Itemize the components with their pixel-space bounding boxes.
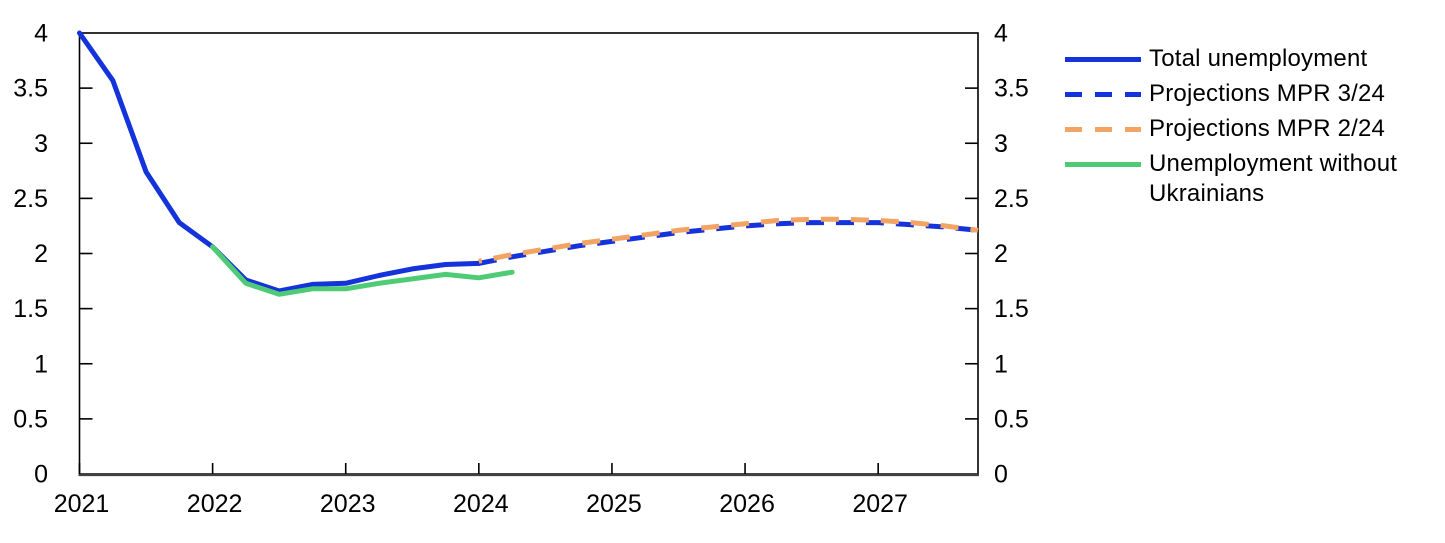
y-tick-label-right: 0.5 bbox=[994, 405, 1029, 433]
y-tick-label-left: 1 bbox=[34, 350, 48, 378]
series-line-total-unemployment bbox=[77, 30, 482, 294]
legend-item-total-unemployment: Total unemployment bbox=[1065, 44, 1437, 74]
y-tick-label-left: 0.5 bbox=[13, 405, 48, 433]
legend-label: Total unemployment bbox=[1149, 45, 1368, 72]
y-tick-label-right: 4 bbox=[994, 20, 1008, 48]
series-line-projections-mpr-2-24 bbox=[478, 216, 979, 264]
x-tick-label: 2025 bbox=[586, 490, 642, 518]
legend-label: Projections MPR 2/24 bbox=[1149, 115, 1386, 142]
series-line-projections-mpr-3-24 bbox=[478, 220, 979, 266]
legend-label: Projections MPR 3/24 bbox=[1149, 80, 1386, 107]
legend-solid-line-swatch bbox=[1065, 57, 1141, 62]
y-tick-label-right: 3 bbox=[994, 130, 1008, 158]
legend-label: Unemployment without Ukrainians bbox=[1149, 150, 1398, 207]
x-tick-label: 2023 bbox=[320, 490, 376, 518]
legend-item-unemployment-without-ukrainians: Unemployment without Ukrainians bbox=[1065, 149, 1437, 209]
legend-dashed-line-swatch bbox=[1065, 127, 1141, 132]
x-tick-label: 2021 bbox=[54, 490, 110, 518]
y-tick-label-right: 3.5 bbox=[994, 75, 1029, 103]
y-tick-label-left: 3.5 bbox=[13, 75, 48, 103]
y-tick-label-right: 0 bbox=[994, 461, 1008, 489]
y-tick-label-left: 3 bbox=[34, 130, 48, 158]
y-tick-label-right: 2.5 bbox=[994, 185, 1029, 213]
y-tick-label-right: 2 bbox=[994, 240, 1008, 268]
x-tick-label: 2024 bbox=[453, 490, 509, 518]
y-tick-label-right: 1 bbox=[994, 350, 1008, 378]
x-tick-label: 2027 bbox=[852, 490, 908, 518]
legend-item-projections-mpr-3-24: Projections MPR 3/24 bbox=[1065, 79, 1437, 109]
y-tick-label-left: 0 bbox=[34, 461, 48, 489]
y-tick-label-left: 2.5 bbox=[13, 185, 48, 213]
legend-dashed-line-swatch bbox=[1065, 92, 1141, 97]
y-tick-label-right: 1.5 bbox=[994, 295, 1029, 323]
x-tick-label: 2022 bbox=[187, 490, 243, 518]
y-tick-label-left: 2 bbox=[34, 240, 48, 268]
y-tick-label-left: 1.5 bbox=[13, 295, 48, 323]
legend-solid-line-swatch bbox=[1065, 162, 1141, 167]
legend-item-projections-mpr-2-24: Projections MPR 2/24 bbox=[1065, 114, 1437, 144]
y-tick-label-left: 4 bbox=[34, 20, 48, 48]
x-tick-label: 2026 bbox=[719, 490, 775, 518]
chart-legend: Total unemployment Projections MPR 3/24 Pr… bbox=[1065, 44, 1437, 214]
series-line-unemployment-without-ukrainians bbox=[210, 244, 515, 297]
